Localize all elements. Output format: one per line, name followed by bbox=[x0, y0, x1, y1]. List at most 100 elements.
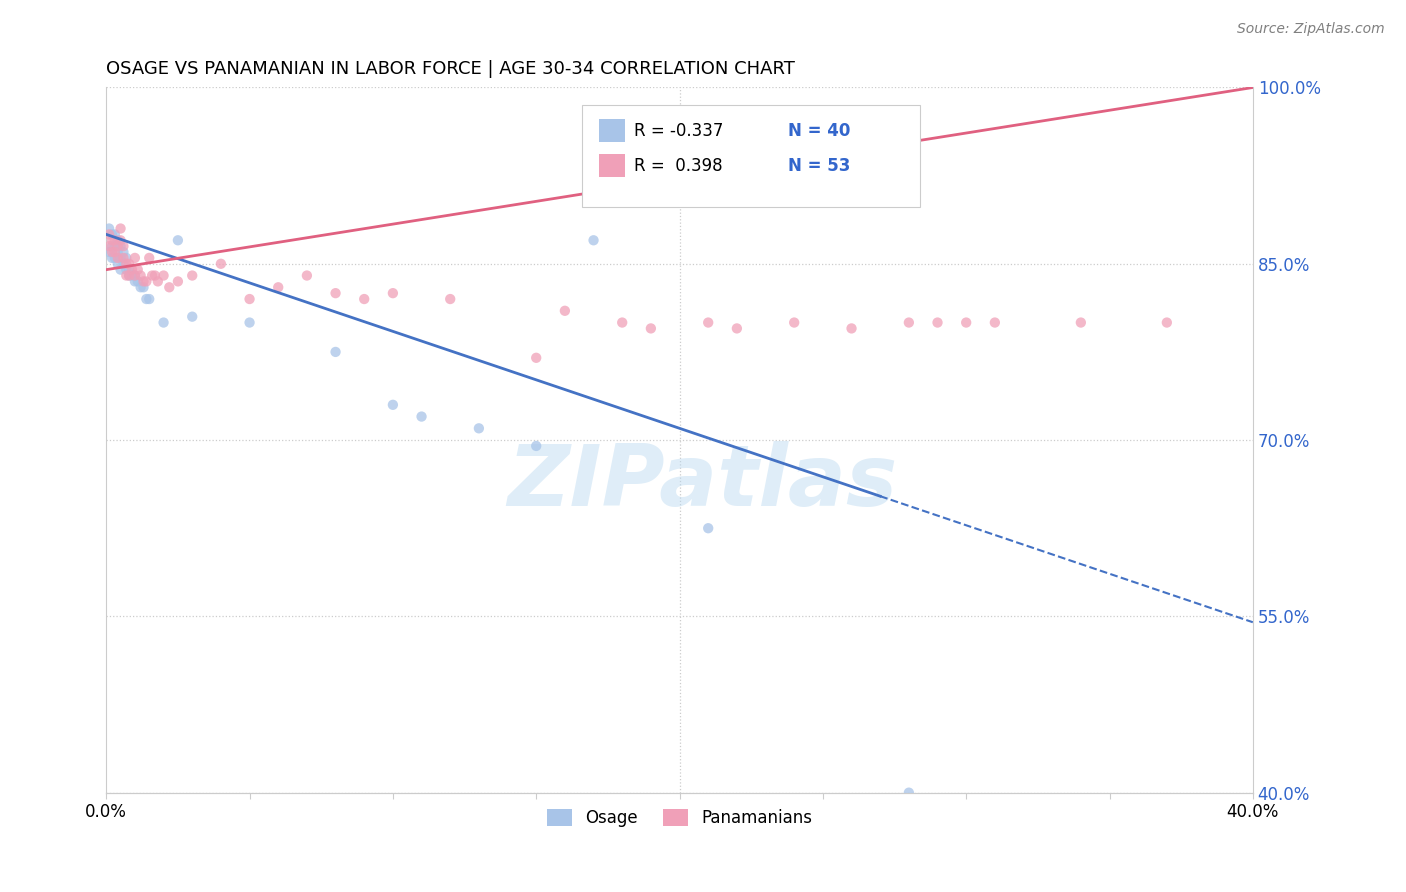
Point bbox=[135, 274, 157, 288]
Legend: Osage, Panamanians: Osage, Panamanians bbox=[540, 802, 818, 834]
Point bbox=[98, 227, 121, 242]
Point bbox=[129, 280, 152, 294]
Point bbox=[115, 251, 138, 265]
Point bbox=[127, 274, 149, 288]
Point bbox=[124, 268, 146, 283]
Point bbox=[325, 286, 347, 301]
Point bbox=[143, 268, 166, 283]
FancyBboxPatch shape bbox=[599, 153, 624, 177]
Point bbox=[238, 316, 260, 330]
Point bbox=[238, 292, 260, 306]
Point bbox=[118, 268, 141, 283]
Point bbox=[468, 421, 491, 435]
Point bbox=[783, 316, 806, 330]
Point bbox=[101, 251, 124, 265]
Point bbox=[209, 257, 232, 271]
Point bbox=[104, 233, 127, 247]
Point bbox=[697, 521, 720, 535]
Point bbox=[124, 251, 146, 265]
Point bbox=[697, 316, 720, 330]
Point bbox=[121, 262, 143, 277]
Point bbox=[612, 316, 634, 330]
Point bbox=[135, 292, 157, 306]
Point bbox=[101, 245, 124, 260]
Point bbox=[115, 268, 138, 283]
Point bbox=[381, 398, 404, 412]
Point bbox=[101, 233, 124, 247]
Point bbox=[152, 268, 174, 283]
Point bbox=[141, 268, 163, 283]
Point bbox=[107, 257, 129, 271]
Text: OSAGE VS PANAMANIAN IN LABOR FORCE | AGE 30-34 CORRELATION CHART: OSAGE VS PANAMANIAN IN LABOR FORCE | AGE… bbox=[107, 60, 796, 78]
Point bbox=[132, 280, 155, 294]
Point bbox=[181, 268, 204, 283]
Point bbox=[98, 245, 121, 260]
Point bbox=[112, 245, 135, 260]
Point bbox=[110, 239, 132, 253]
Point bbox=[138, 292, 160, 306]
Point bbox=[115, 262, 138, 277]
Point bbox=[138, 251, 160, 265]
Point bbox=[104, 245, 127, 260]
Point bbox=[107, 245, 129, 260]
Point bbox=[146, 274, 169, 288]
Point bbox=[325, 345, 347, 359]
Point bbox=[725, 321, 748, 335]
Point bbox=[1156, 316, 1178, 330]
Point bbox=[167, 274, 190, 288]
Point bbox=[439, 292, 461, 306]
Point bbox=[112, 251, 135, 265]
Point bbox=[524, 439, 547, 453]
Point bbox=[107, 251, 129, 265]
Point bbox=[121, 268, 143, 283]
Point bbox=[353, 292, 375, 306]
Text: Source: ZipAtlas.com: Source: ZipAtlas.com bbox=[1237, 22, 1385, 37]
Point bbox=[152, 316, 174, 330]
Point bbox=[381, 286, 404, 301]
Point bbox=[167, 233, 190, 247]
Point bbox=[112, 239, 135, 253]
Point bbox=[927, 316, 949, 330]
Point bbox=[110, 251, 132, 265]
Text: N = 40: N = 40 bbox=[789, 122, 851, 140]
Point bbox=[129, 268, 152, 283]
Point bbox=[897, 786, 920, 800]
Point bbox=[132, 274, 155, 288]
Text: ZIPatlas: ZIPatlas bbox=[508, 441, 897, 524]
Point bbox=[98, 239, 121, 253]
Point bbox=[107, 233, 129, 247]
Point bbox=[118, 257, 141, 271]
Point bbox=[554, 303, 576, 318]
FancyBboxPatch shape bbox=[599, 119, 624, 142]
Point bbox=[955, 316, 977, 330]
Point bbox=[1070, 316, 1092, 330]
Point bbox=[115, 257, 138, 271]
Point bbox=[112, 257, 135, 271]
Point bbox=[110, 233, 132, 247]
Point bbox=[98, 221, 121, 235]
Text: N = 53: N = 53 bbox=[789, 158, 851, 176]
Point bbox=[524, 351, 547, 365]
Point bbox=[295, 268, 318, 283]
Point bbox=[107, 239, 129, 253]
Point bbox=[124, 268, 146, 283]
Point bbox=[897, 316, 920, 330]
Point bbox=[118, 268, 141, 283]
Point bbox=[640, 321, 662, 335]
Point bbox=[984, 316, 1007, 330]
Point bbox=[127, 262, 149, 277]
Point bbox=[267, 280, 290, 294]
Point bbox=[118, 262, 141, 277]
Text: R = -0.337: R = -0.337 bbox=[634, 122, 723, 140]
Point bbox=[104, 251, 127, 265]
Point bbox=[841, 321, 863, 335]
Point bbox=[104, 227, 127, 242]
Point bbox=[101, 239, 124, 253]
Point bbox=[157, 280, 180, 294]
Point bbox=[110, 262, 132, 277]
Text: R =  0.398: R = 0.398 bbox=[634, 158, 723, 176]
Point bbox=[582, 233, 605, 247]
Point bbox=[110, 221, 132, 235]
Point bbox=[124, 274, 146, 288]
Point bbox=[101, 227, 124, 242]
